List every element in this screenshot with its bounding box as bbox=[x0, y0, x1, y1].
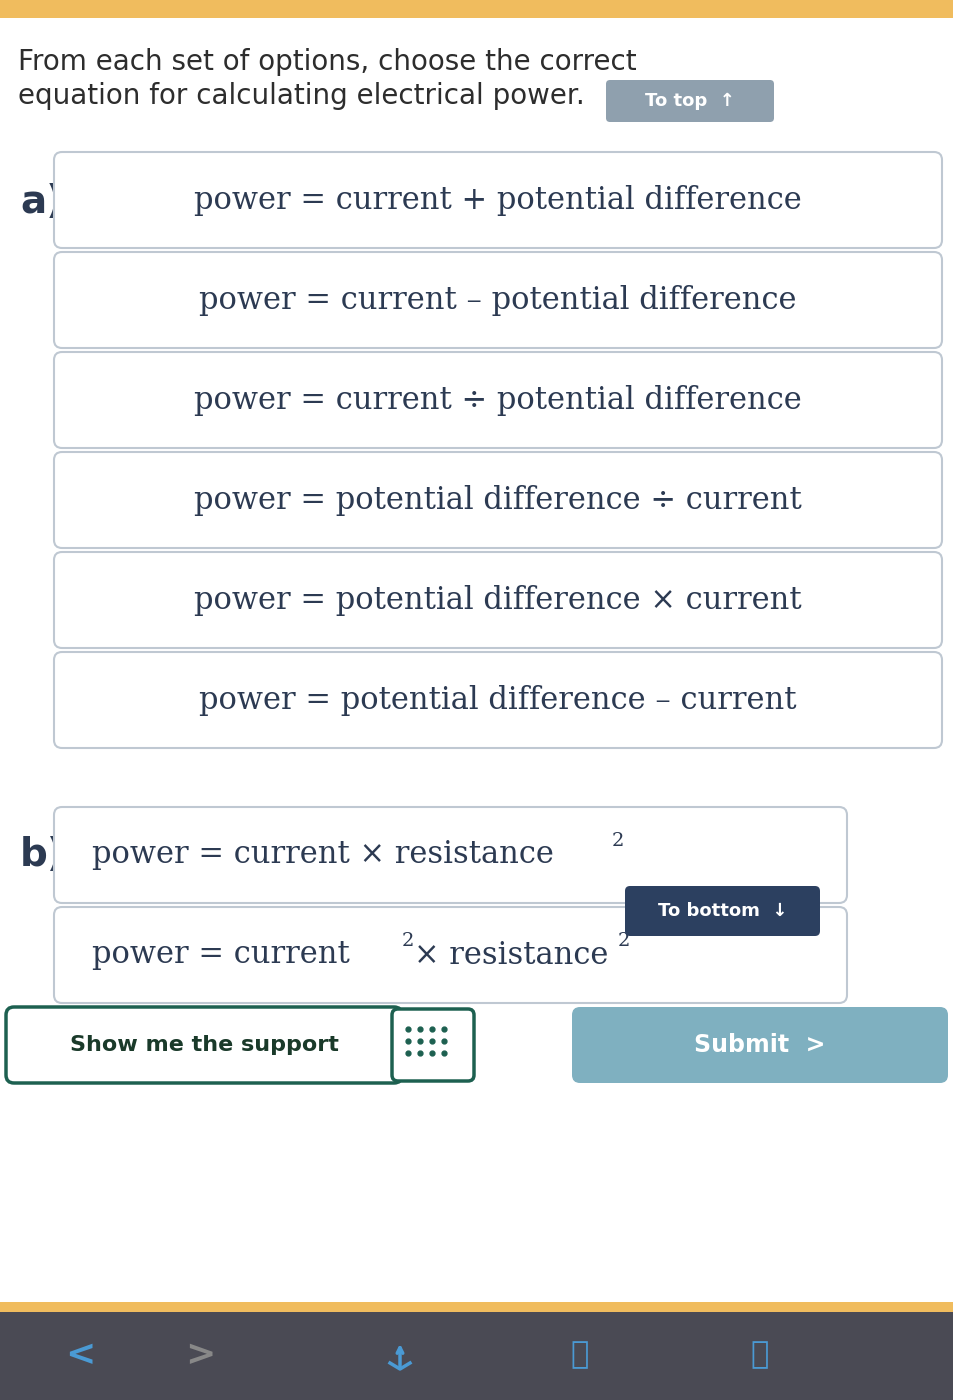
Text: >: > bbox=[185, 1338, 215, 1372]
FancyBboxPatch shape bbox=[605, 80, 773, 122]
FancyBboxPatch shape bbox=[6, 1007, 401, 1084]
FancyBboxPatch shape bbox=[624, 886, 820, 937]
Text: power = current × resistance: power = current × resistance bbox=[91, 840, 554, 871]
FancyBboxPatch shape bbox=[0, 1310, 953, 1400]
Text: To bottom  ↓: To bottom ↓ bbox=[657, 902, 786, 920]
Text: × resistance: × resistance bbox=[414, 939, 608, 970]
Text: 2: 2 bbox=[612, 832, 623, 850]
Text: From each set of options, choose the correct: From each set of options, choose the cor… bbox=[18, 48, 636, 76]
Text: power = potential difference ÷ current: power = potential difference ÷ current bbox=[193, 484, 801, 515]
FancyBboxPatch shape bbox=[54, 351, 941, 448]
Text: power = current ÷ potential difference: power = current ÷ potential difference bbox=[193, 385, 801, 416]
FancyBboxPatch shape bbox=[54, 907, 846, 1002]
FancyBboxPatch shape bbox=[54, 806, 846, 903]
FancyBboxPatch shape bbox=[54, 252, 941, 349]
FancyBboxPatch shape bbox=[0, 18, 953, 1310]
FancyBboxPatch shape bbox=[0, 1302, 953, 1312]
FancyBboxPatch shape bbox=[54, 552, 941, 648]
Text: power = current – potential difference: power = current – potential difference bbox=[199, 284, 796, 315]
Text: To top  ↑: To top ↑ bbox=[644, 92, 734, 111]
Text: Submit  >: Submit > bbox=[694, 1033, 825, 1057]
Text: 📖: 📖 bbox=[570, 1341, 589, 1369]
Text: power = current + potential difference: power = current + potential difference bbox=[193, 185, 801, 216]
FancyBboxPatch shape bbox=[0, 0, 953, 18]
FancyBboxPatch shape bbox=[54, 452, 941, 547]
Text: <: < bbox=[65, 1338, 95, 1372]
FancyBboxPatch shape bbox=[392, 1009, 474, 1081]
FancyBboxPatch shape bbox=[54, 153, 941, 248]
Text: 2: 2 bbox=[618, 932, 630, 951]
FancyBboxPatch shape bbox=[54, 652, 941, 748]
Text: ⧉: ⧉ bbox=[750, 1341, 768, 1369]
FancyBboxPatch shape bbox=[572, 1007, 947, 1084]
Text: 2: 2 bbox=[401, 932, 414, 951]
Text: power = current: power = current bbox=[91, 939, 350, 970]
Text: b): b) bbox=[20, 836, 66, 874]
Text: power = potential difference – current: power = potential difference – current bbox=[199, 685, 796, 715]
Text: power = potential difference × current: power = potential difference × current bbox=[194, 585, 801, 616]
Text: equation for calculating electrical power.: equation for calculating electrical powe… bbox=[18, 83, 584, 111]
Text: a): a) bbox=[20, 183, 64, 221]
Text: Show me the support: Show me the support bbox=[70, 1035, 338, 1056]
